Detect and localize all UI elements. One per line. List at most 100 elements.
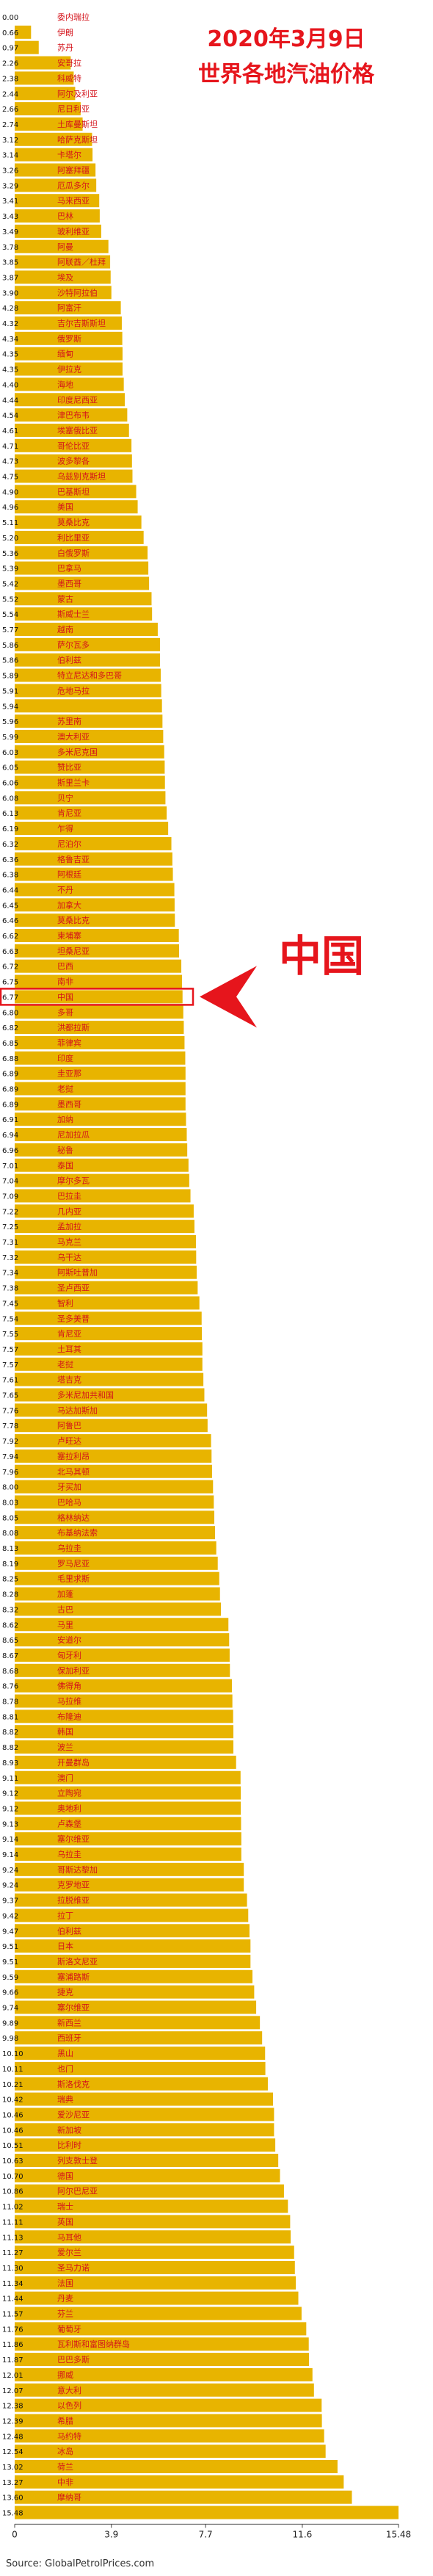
bar bbox=[15, 2016, 261, 2030]
bar bbox=[15, 1495, 214, 1509]
category-label: 南非 bbox=[57, 977, 73, 987]
bar bbox=[15, 898, 175, 912]
value-label: 11.02 bbox=[2, 2204, 23, 2212]
highlight-box bbox=[0, 988, 194, 1006]
value-label: 11.30 bbox=[2, 2265, 23, 2273]
value-label: 9.59 bbox=[2, 1974, 18, 1982]
value-label: 11.86 bbox=[2, 2341, 23, 2349]
bar bbox=[15, 2230, 291, 2244]
bar bbox=[15, 1296, 200, 1310]
bar bbox=[15, 1755, 236, 1769]
category-label: 卢旺达 bbox=[57, 1436, 81, 1446]
value-label: 3.49 bbox=[2, 228, 18, 236]
bar bbox=[15, 224, 101, 238]
value-label: 4.71 bbox=[2, 443, 18, 451]
category-label: 古巴 bbox=[57, 1604, 73, 1614]
value-label: 10.86 bbox=[2, 2188, 23, 2196]
category-label: 马克兰 bbox=[57, 1237, 81, 1247]
category-label: 美国 bbox=[57, 502, 73, 512]
bar bbox=[15, 2337, 309, 2351]
category-label: 哈萨克斯坦 bbox=[57, 134, 98, 145]
bar bbox=[15, 1235, 196, 1248]
category-label: 伯利兹 bbox=[57, 1925, 81, 1936]
value-label: 9.37 bbox=[2, 1897, 18, 1906]
value-label: 7.96 bbox=[2, 1469, 18, 1477]
value-label: 6.38 bbox=[2, 872, 18, 880]
value-label: 3.26 bbox=[2, 167, 18, 176]
bar bbox=[15, 1419, 208, 1433]
bar bbox=[15, 1969, 253, 1983]
category-label: 巴西 bbox=[57, 962, 73, 972]
bar bbox=[15, 331, 123, 345]
bar bbox=[15, 684, 161, 698]
category-label: 摩纳哥 bbox=[57, 2492, 81, 2503]
category-label: 几内亚 bbox=[57, 1206, 81, 1216]
bar bbox=[15, 2445, 326, 2459]
bar bbox=[15, 194, 100, 208]
category-label: 澳门 bbox=[57, 1773, 73, 1783]
value-label: 8.62 bbox=[2, 1621, 18, 1629]
category-label: 塞拉利昂 bbox=[57, 1451, 90, 1461]
value-label: 9.42 bbox=[2, 1912, 18, 1920]
category-label: 捷克 bbox=[57, 1987, 73, 1997]
value-label: 2.38 bbox=[2, 75, 18, 83]
category-label: 阿塞拜疆 bbox=[57, 165, 90, 176]
bar bbox=[15, 1082, 186, 1096]
source-note: Source: GlobalPetrolPrices.com bbox=[6, 2558, 155, 2569]
value-label: 6.46 bbox=[2, 917, 18, 925]
category-label: 加拿大 bbox=[57, 900, 81, 910]
category-label: 马达加斯加 bbox=[57, 1405, 98, 1415]
category-label: 乍得 bbox=[57, 823, 73, 833]
value-label: 7.57 bbox=[2, 1346, 18, 1354]
category-label: 巴林 bbox=[57, 211, 73, 221]
bar bbox=[15, 515, 142, 529]
bar bbox=[15, 25, 32, 39]
category-label: 马里 bbox=[57, 1620, 73, 1629]
value-label: 7.94 bbox=[2, 1453, 18, 1461]
value-label: 12.38 bbox=[2, 2403, 23, 2411]
value-label: 7.22 bbox=[2, 1208, 18, 1216]
category-label: 希腊 bbox=[57, 2415, 73, 2425]
category-label: 波兰 bbox=[57, 1743, 73, 1752]
bar bbox=[15, 2000, 257, 2014]
category-label: 克罗地亚 bbox=[57, 1881, 90, 1890]
value-label: 3.12 bbox=[2, 137, 18, 145]
bar bbox=[15, 239, 109, 253]
value-label: 12.39 bbox=[2, 2417, 23, 2425]
bar bbox=[15, 1770, 241, 1784]
category-label: 墨西哥 bbox=[57, 579, 81, 588]
category-label: 塔吉克 bbox=[57, 1375, 81, 1385]
category-label: 伯利兹 bbox=[57, 655, 81, 665]
bar bbox=[15, 347, 123, 361]
value-label: 10.51 bbox=[2, 2142, 23, 2150]
category-label: 印度尼西亚 bbox=[57, 394, 98, 405]
bar bbox=[15, 1878, 244, 1892]
category-label: 法国 bbox=[57, 2278, 73, 2288]
category-label: 乌兹别克斯坦 bbox=[57, 471, 106, 482]
bar bbox=[15, 1143, 188, 1157]
bar bbox=[15, 1480, 214, 1494]
value-label: 6.45 bbox=[2, 902, 18, 910]
value-label: 9.13 bbox=[2, 1820, 18, 1828]
value-label: 9.51 bbox=[2, 1943, 18, 1951]
category-label: 哥伦比亚 bbox=[57, 441, 90, 451]
category-label: 佛得角 bbox=[57, 1682, 81, 1691]
bar bbox=[15, 2154, 279, 2167]
value-label: 6.62 bbox=[2, 933, 18, 941]
bar bbox=[15, 469, 133, 483]
bar bbox=[15, 1066, 186, 1080]
category-label: 秘鲁 bbox=[57, 1145, 73, 1155]
category-label: 阿富汗 bbox=[57, 303, 81, 313]
category-label: 阿鲁巴 bbox=[57, 1420, 81, 1430]
category-label: 格林纳达 bbox=[57, 1512, 90, 1522]
bar bbox=[15, 806, 167, 820]
bar bbox=[15, 637, 160, 651]
bar bbox=[15, 745, 164, 759]
value-label: 10.21 bbox=[2, 2081, 23, 2089]
value-label: 5.94 bbox=[2, 703, 18, 711]
value-label: 7.92 bbox=[2, 1438, 18, 1446]
bar bbox=[15, 592, 152, 606]
bar bbox=[15, 1633, 230, 1647]
category-label: 沙特阿拉伯 bbox=[57, 287, 98, 297]
category-label: 俄罗斯 bbox=[57, 334, 81, 344]
